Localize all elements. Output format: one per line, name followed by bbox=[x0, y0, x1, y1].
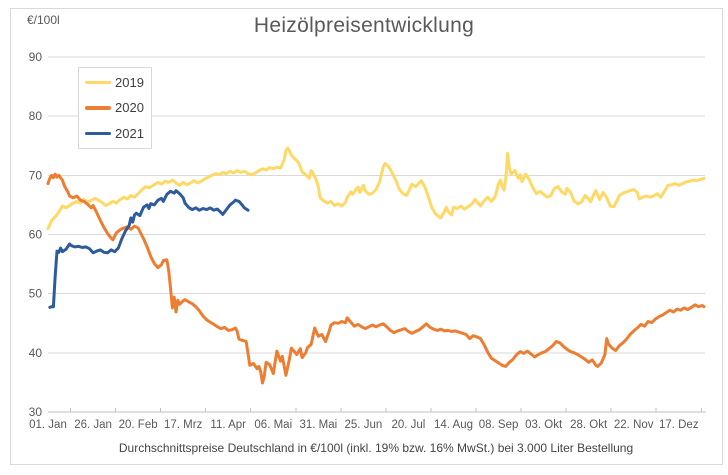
x-tick-label: 25. Jun bbox=[345, 419, 383, 431]
y-tick-label: 60 bbox=[29, 228, 43, 242]
legend-label-2021: 2021 bbox=[115, 125, 144, 141]
legend-label-2020: 2020 bbox=[115, 100, 144, 116]
x-tick-label: 26. Jan bbox=[74, 419, 112, 431]
chart-title: Heizölpreisentwicklung bbox=[253, 14, 475, 37]
legend-swatch-2021 bbox=[85, 131, 111, 136]
x-tick-label: 17. Mrz bbox=[164, 419, 203, 431]
x-tick-label: 03. Okt bbox=[525, 419, 563, 431]
y-tick-label: 70 bbox=[29, 168, 43, 182]
series-line-2020 bbox=[46, 172, 706, 385]
y-tick-label: 30 bbox=[29, 405, 43, 419]
x-tick-label: 01. Jan bbox=[29, 419, 67, 431]
y-axis-title: €/100l bbox=[27, 13, 60, 27]
x-tick-label: 20. Jul bbox=[391, 419, 425, 431]
x-tick-label: 28. Okt bbox=[570, 419, 608, 431]
y-tick-label: 80 bbox=[29, 109, 43, 123]
y-tick-label: 90 bbox=[29, 50, 43, 64]
x-tick-label: 11. Apr bbox=[210, 419, 246, 431]
legend-item-2021: 2021 bbox=[79, 127, 151, 140]
x-tick-label: 17. Dez bbox=[659, 419, 699, 431]
series-line-2019 bbox=[46, 146, 706, 231]
x-tick-label: 31. Mai bbox=[299, 419, 337, 431]
series-line-2021 bbox=[48, 189, 250, 309]
y-tick-label: 40 bbox=[29, 346, 43, 360]
legend-item-2020: 2020 bbox=[79, 101, 151, 114]
legend-swatch-2019 bbox=[85, 80, 111, 85]
x-axis-caption: Durchschnittspreise Deutschland in €/100… bbox=[118, 441, 634, 455]
x-tick-label: 08. Sep bbox=[479, 419, 519, 431]
x-tick-label: 06. Mai bbox=[254, 419, 292, 431]
legend-swatch-2020 bbox=[85, 106, 111, 110]
x-tick-label: 14. Aug bbox=[434, 419, 473, 431]
legend-item-2019: 2019 bbox=[79, 76, 151, 89]
y-tick-label: 50 bbox=[29, 287, 43, 301]
x-tick-label: 22. Nov bbox=[614, 419, 654, 431]
legend: 2019 2020 2021 bbox=[78, 67, 152, 149]
x-tick-label: 20. Feb bbox=[119, 419, 158, 431]
legend-label-2019: 2019 bbox=[115, 75, 144, 91]
